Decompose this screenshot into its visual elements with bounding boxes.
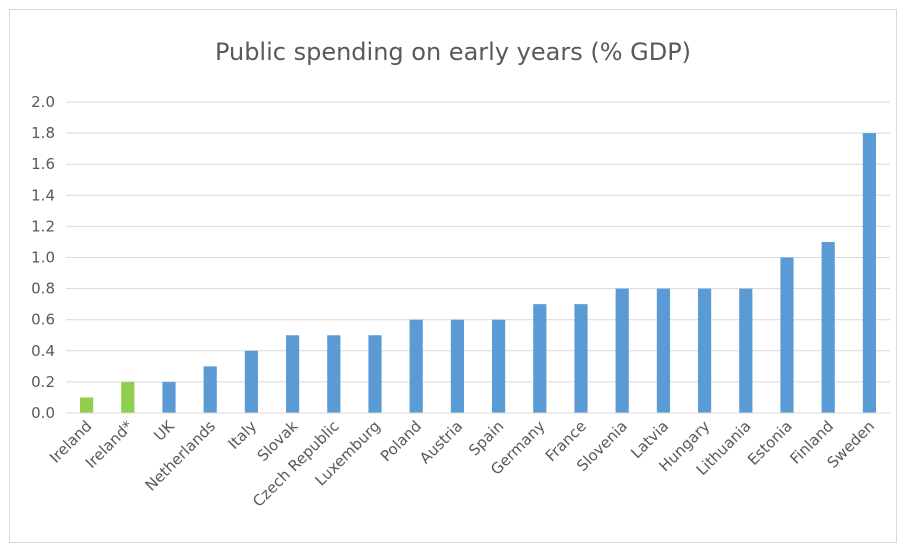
bar-spain — [492, 319, 506, 413]
gridlines — [66, 101, 890, 383]
bar-netherlands — [203, 366, 217, 413]
y-tick-label: 0.8 — [31, 280, 55, 298]
x-category-label: UK — [150, 416, 178, 444]
y-tick-label: 0.2 — [31, 373, 55, 391]
y-tick-label: 0.4 — [31, 342, 55, 360]
bar-france — [574, 304, 588, 413]
chart-frame — [9, 9, 897, 543]
x-category-label: Poland — [377, 417, 425, 465]
bar-italy — [244, 350, 258, 413]
bar-uk — [162, 381, 176, 413]
y-axis-tick-labels: 0.0 0.2 0.4 0.6 0.8 1.0 1.2 1.4 1.6 1.8 2.0 — [31, 93, 55, 422]
y-tick-label: 1.8 — [31, 124, 55, 142]
y-tick-label: 2.0 — [31, 93, 55, 111]
bar-ireland — [80, 397, 94, 413]
bar-czech-republic — [327, 335, 341, 413]
chart-title: Public spending on early years (% GDP) — [214, 38, 692, 66]
bar-hungary — [698, 288, 712, 413]
y-tick-label: 1.6 — [31, 155, 55, 173]
bar-latvia — [656, 288, 670, 413]
x-category-label: Estonia — [744, 417, 796, 469]
bar-ireland — [121, 381, 135, 413]
bar-slovak — [286, 335, 300, 413]
x-category-label: Austria — [416, 417, 466, 467]
bars — [80, 133, 876, 413]
bar-lithuania — [739, 288, 753, 413]
bar-luxemburg — [368, 335, 382, 413]
bar-sweden — [862, 133, 876, 413]
y-tick-label: 0.6 — [31, 311, 55, 329]
bar-austria — [450, 319, 464, 413]
bar-finland — [821, 241, 835, 413]
y-tick-label: 1.0 — [31, 249, 55, 267]
bar-estonia — [780, 257, 794, 413]
y-tick-label: 1.4 — [31, 186, 55, 204]
bar-slovenia — [615, 288, 629, 413]
x-category-label: Italy — [224, 417, 260, 453]
y-tick-label: 1.2 — [31, 217, 55, 235]
bar-germany — [533, 304, 547, 413]
y-tick-label: 0.0 — [31, 404, 55, 422]
bar-poland — [409, 319, 423, 413]
